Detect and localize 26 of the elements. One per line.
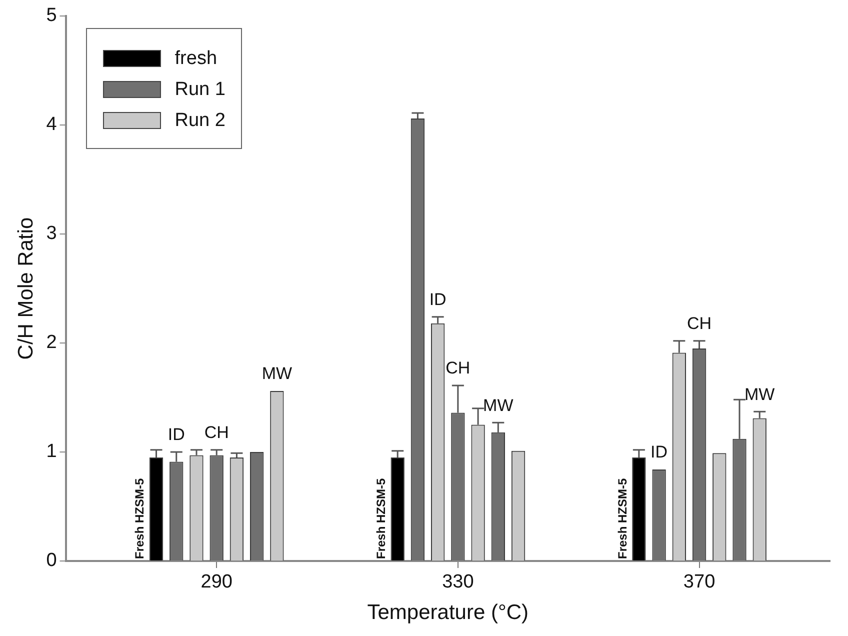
data-label: ID — [429, 290, 446, 310]
data-label: CH — [446, 358, 470, 378]
data-label: CH — [686, 314, 712, 334]
y-tick-label: 3 — [46, 223, 57, 244]
legend-label: Run 1 — [174, 78, 226, 100]
data-label: MW — [483, 396, 514, 415]
data-label: MW — [262, 364, 292, 384]
y-tick-label: 1 — [46, 441, 57, 462]
legend-label: fresh — [174, 48, 218, 70]
x-tick-label: 330 — [442, 572, 474, 593]
y-axis-title: C/H Mole Ratio — [14, 217, 38, 360]
legend-label: Run 2 — [174, 110, 226, 132]
y-tick-label: 2 — [46, 332, 57, 354]
y-tick-label: 4 — [46, 114, 58, 136]
data-label: CH — [204, 423, 229, 442]
data-label: ID — [168, 425, 185, 444]
data-label: MW — [744, 384, 775, 404]
y-tick-label: 5 — [46, 5, 57, 26]
x-axis-title: Temperature (°C) — [367, 601, 529, 624]
data-label: Fresh HZSM-5 — [615, 478, 630, 559]
x-tick-label: 290 — [200, 572, 232, 593]
y-tick-label: 0 — [46, 550, 57, 572]
data-label: ID — [650, 442, 668, 462]
x-tick-label: 370 — [683, 572, 716, 593]
data-label: Fresh HZSM-5 — [132, 478, 147, 559]
data-label: Fresh HZSM-5 — [374, 478, 388, 559]
